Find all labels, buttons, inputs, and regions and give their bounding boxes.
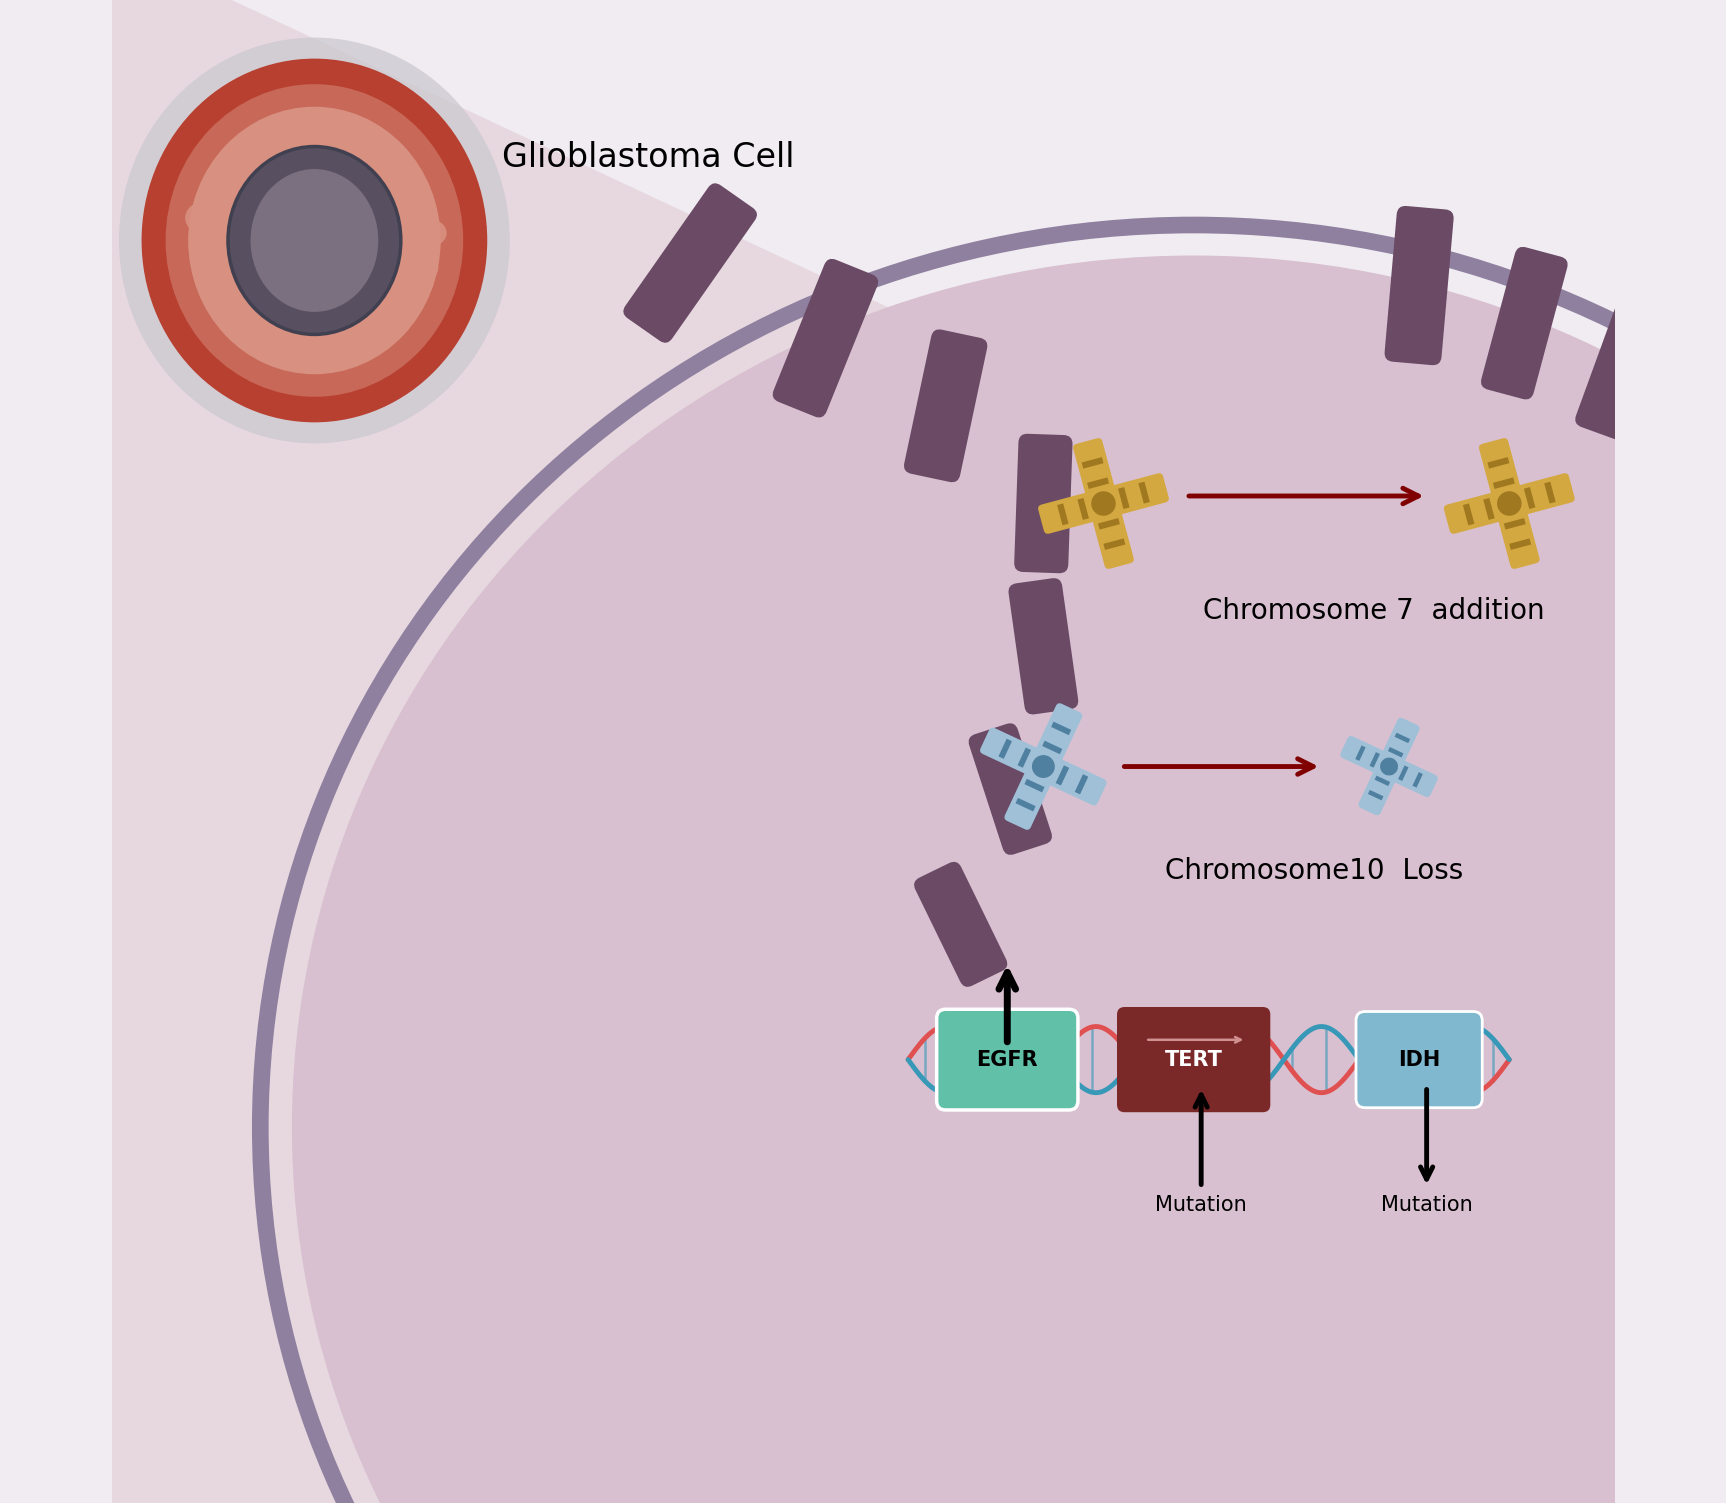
FancyBboxPatch shape (1576, 296, 1669, 440)
FancyBboxPatch shape (1381, 755, 1438, 797)
Bar (1545, 481, 1555, 504)
FancyBboxPatch shape (1117, 1007, 1270, 1112)
Circle shape (1032, 756, 1055, 777)
FancyBboxPatch shape (1030, 703, 1082, 776)
Bar (1024, 779, 1044, 792)
FancyBboxPatch shape (1015, 434, 1072, 573)
Ellipse shape (166, 84, 463, 397)
FancyBboxPatch shape (1479, 437, 1524, 511)
FancyBboxPatch shape (1384, 206, 1453, 365)
Ellipse shape (318, 155, 350, 182)
Bar (1369, 791, 1384, 801)
Bar (1493, 478, 1515, 488)
Ellipse shape (142, 59, 487, 422)
Ellipse shape (414, 219, 447, 246)
Bar (1374, 776, 1389, 786)
FancyBboxPatch shape (1445, 488, 1517, 534)
Bar (1412, 773, 1422, 788)
FancyBboxPatch shape (1341, 736, 1396, 779)
Bar (1087, 478, 1110, 488)
Bar (1051, 721, 1072, 735)
Ellipse shape (395, 188, 428, 215)
Text: Chromosome10  Loss: Chromosome10 Loss (1165, 857, 1464, 885)
Ellipse shape (230, 168, 264, 198)
Ellipse shape (378, 284, 411, 311)
Ellipse shape (404, 254, 438, 283)
Text: Mutation: Mutation (1155, 1195, 1248, 1214)
Text: IDH: IDH (1398, 1049, 1439, 1070)
FancyBboxPatch shape (1089, 496, 1134, 570)
Bar (1388, 747, 1403, 758)
Bar (1464, 504, 1474, 526)
Ellipse shape (342, 298, 375, 325)
Ellipse shape (302, 298, 335, 325)
Text: TERT: TERT (1165, 1049, 1222, 1070)
Circle shape (1093, 491, 1115, 516)
Bar (998, 738, 1011, 759)
FancyBboxPatch shape (1037, 488, 1112, 534)
Ellipse shape (228, 268, 261, 295)
Bar (1369, 752, 1381, 768)
FancyBboxPatch shape (1358, 759, 1400, 815)
Ellipse shape (250, 170, 378, 313)
Bar (1395, 732, 1410, 742)
FancyBboxPatch shape (937, 1010, 1079, 1111)
FancyBboxPatch shape (915, 861, 1008, 987)
FancyBboxPatch shape (1357, 1012, 1483, 1108)
Ellipse shape (185, 201, 224, 234)
FancyBboxPatch shape (1495, 496, 1540, 570)
Text: Glioblastoma Cell: Glioblastoma Cell (502, 141, 794, 174)
Bar (1043, 741, 1061, 755)
Bar (1075, 774, 1089, 795)
FancyBboxPatch shape (980, 727, 1053, 780)
Bar (1488, 457, 1509, 469)
Text: Mutation: Mutation (1381, 1195, 1472, 1214)
Bar (1355, 745, 1365, 761)
FancyBboxPatch shape (1096, 473, 1169, 519)
FancyBboxPatch shape (1074, 437, 1118, 511)
Ellipse shape (264, 287, 297, 314)
Bar (1139, 481, 1150, 504)
FancyBboxPatch shape (1502, 473, 1574, 519)
Bar (1077, 497, 1089, 520)
FancyBboxPatch shape (623, 183, 758, 343)
Bar (1503, 519, 1526, 529)
FancyBboxPatch shape (1005, 758, 1056, 830)
Ellipse shape (200, 242, 235, 271)
Ellipse shape (271, 155, 306, 183)
Ellipse shape (292, 256, 1726, 1503)
Bar (1098, 519, 1120, 529)
Bar (1082, 457, 1103, 469)
Text: Chromosome 7  addition: Chromosome 7 addition (1203, 597, 1545, 625)
FancyBboxPatch shape (1008, 579, 1079, 714)
Circle shape (1498, 491, 1521, 516)
Text: EGFR: EGFR (977, 1049, 1037, 1070)
Ellipse shape (228, 147, 400, 335)
Bar (1524, 487, 1536, 510)
Ellipse shape (119, 38, 509, 443)
Bar (1118, 487, 1129, 510)
Circle shape (1381, 759, 1398, 774)
Ellipse shape (359, 167, 394, 194)
FancyBboxPatch shape (1481, 246, 1567, 400)
Polygon shape (112, 0, 1614, 1503)
Bar (1103, 538, 1125, 550)
Bar (1015, 798, 1036, 812)
Bar (1483, 497, 1495, 520)
FancyBboxPatch shape (1377, 718, 1419, 774)
Bar (1018, 747, 1030, 768)
Bar (1056, 765, 1068, 786)
Ellipse shape (188, 107, 440, 374)
FancyBboxPatch shape (773, 259, 879, 418)
Bar (1398, 765, 1408, 782)
FancyBboxPatch shape (968, 723, 1053, 855)
FancyBboxPatch shape (904, 329, 987, 482)
Bar (1056, 504, 1068, 526)
Bar (1509, 538, 1531, 550)
FancyBboxPatch shape (1034, 753, 1106, 806)
